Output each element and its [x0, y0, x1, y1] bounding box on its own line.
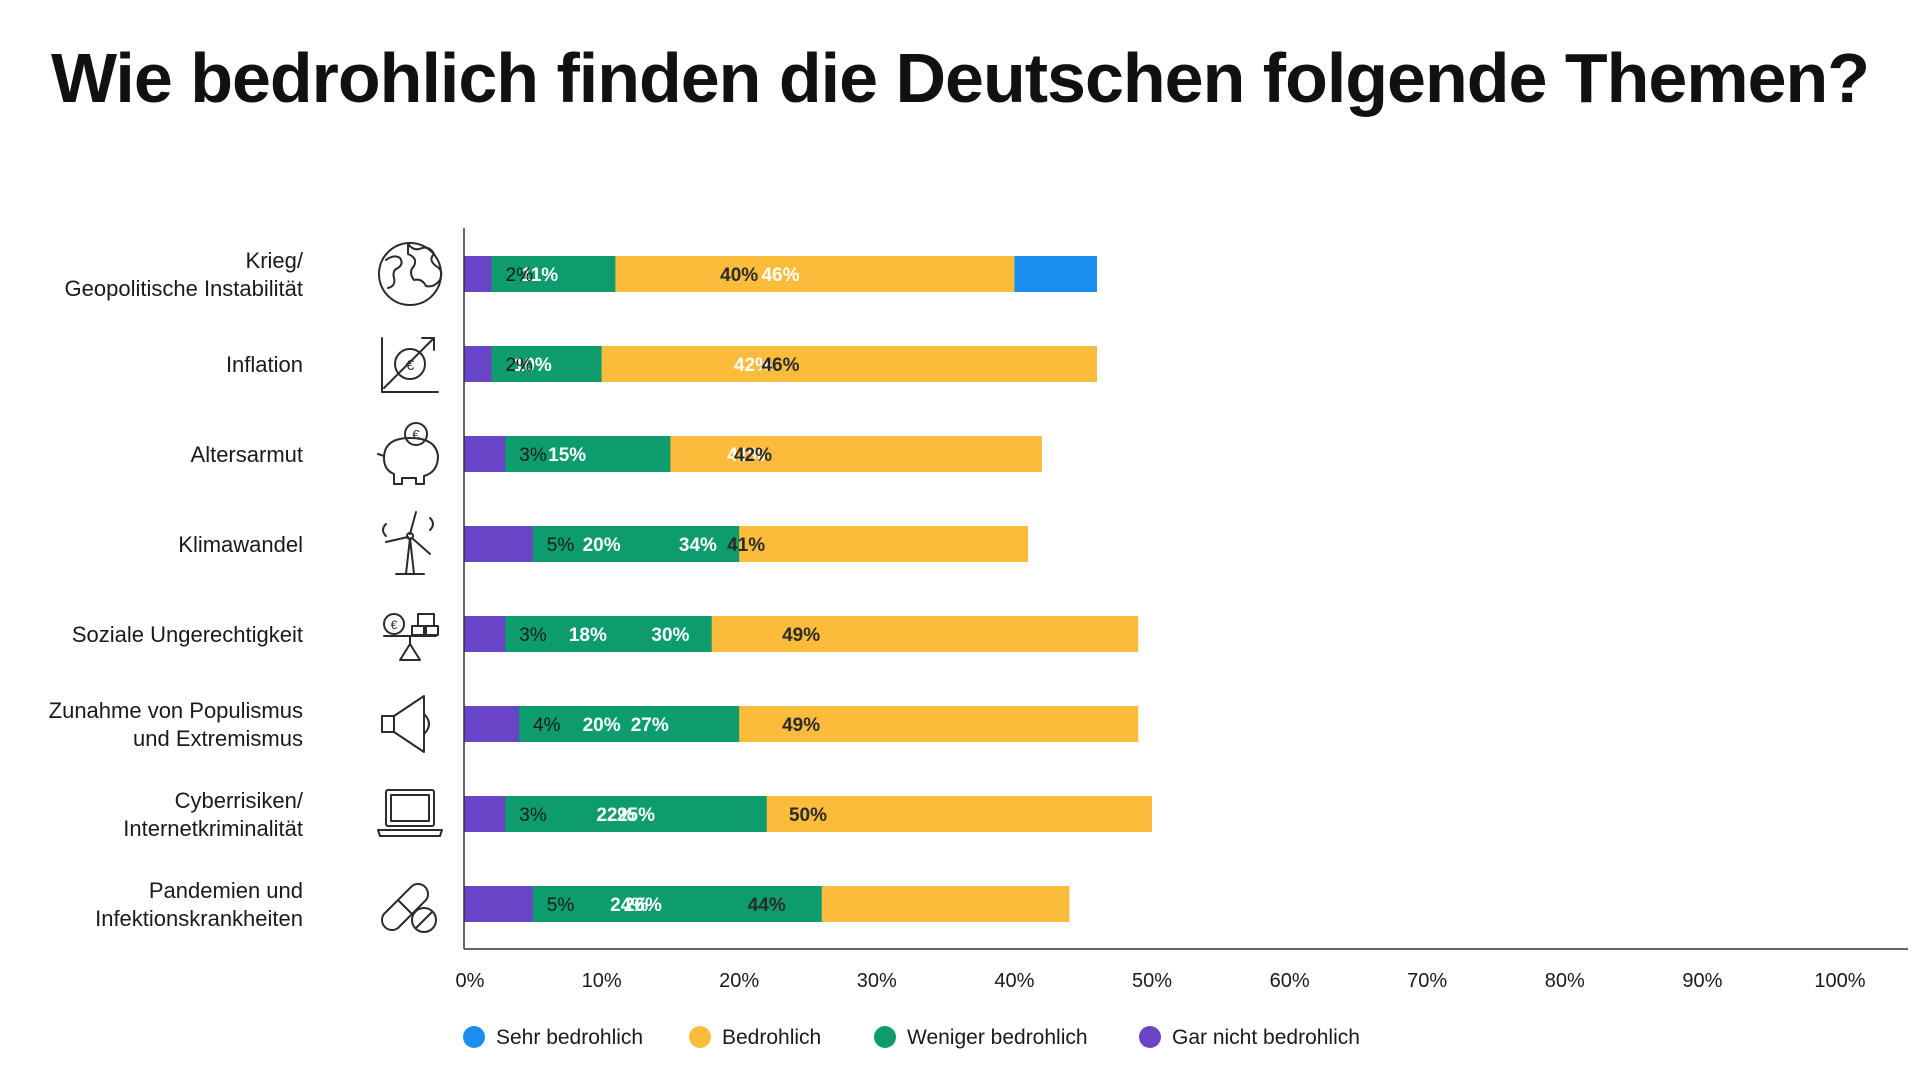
- value-label-gar-nicht-bedrohlich: 5%: [547, 535, 575, 556]
- value-label-weniger-bedrohlich: 20%: [583, 535, 621, 556]
- legend-swatch-gar-nicht-bedrohlich: [1139, 1026, 1161, 1048]
- value-label-weniger-bedrohlich: 11%: [521, 265, 558, 286]
- laptop-icon: [377, 789, 443, 837]
- value-label-gar-nicht-bedrohlich: 4%: [533, 715, 561, 736]
- category-labels: Krieg/Geopolitische Instabilität Inflatio…: [49, 248, 304, 931]
- x-tick-label: 40%: [994, 970, 1034, 992]
- axes: [463, 228, 1908, 950]
- megaphone-icon: [381, 695, 430, 753]
- value-label-sehr-bedrohlich: 24%: [610, 895, 648, 916]
- x-tick-labels: 0% 10% 20% 30% 40% 50% 60% 70% 80% 90% 100%: [456, 970, 1866, 992]
- legend-label-sehr-bedrohlich: Sehr bedrohlich: [496, 1026, 643, 1049]
- bar-segment-gar-nicht-bedrohlich: [464, 796, 506, 832]
- category-label: Geopolitische Instabilität: [65, 276, 303, 301]
- category-label: Cyberrisiken/: [175, 788, 304, 813]
- svg-text:€: €: [406, 357, 415, 374]
- wind-turbine-icon: [382, 511, 434, 575]
- x-tick-label: 10%: [582, 970, 622, 992]
- legend-label-weniger-bedrohlich: Weniger bedrohlich: [907, 1026, 1088, 1049]
- value-label-sehr-bedrohlich: 34%: [679, 535, 717, 556]
- legend-swatch-weniger-bedrohlich: [874, 1026, 896, 1048]
- category-icons: € € €: [377, 242, 443, 933]
- category-label: Soziale Ungerechtigkeit: [72, 622, 303, 647]
- category-label: Krieg/: [246, 248, 304, 273]
- x-tick-label: 50%: [1132, 970, 1172, 992]
- bar-segment-gar-nicht-bedrohlich: [464, 706, 520, 742]
- value-label-gar-nicht-bedrohlich: 2%: [506, 265, 534, 286]
- euro-growth-icon: €: [381, 337, 439, 393]
- x-tick-label: 30%: [857, 970, 897, 992]
- x-tick-label: 0%: [456, 970, 485, 992]
- balance-scale-icon: €: [383, 613, 439, 661]
- x-tick-label: 60%: [1270, 970, 1310, 992]
- category-label: Zunahme von Populismus: [49, 698, 303, 723]
- x-tick-label: 70%: [1407, 970, 1447, 992]
- category-label: und Extremismus: [133, 726, 303, 751]
- legend-label-gar-nicht-bedrohlich: Gar nicht bedrohlich: [1172, 1026, 1360, 1049]
- value-label-gar-nicht-bedrohlich: 5%: [547, 895, 575, 916]
- category-label: Altersarmut: [191, 442, 303, 467]
- value-label-bedrohlich: 42%: [734, 445, 772, 466]
- category-label: Inflation: [226, 352, 303, 377]
- bar-segment-gar-nicht-bedrohlich: [464, 346, 492, 382]
- bar-segment-gar-nicht-bedrohlich: [464, 256, 492, 292]
- value-label-sehr-bedrohlich: 25%: [617, 805, 655, 826]
- value-label-weniger-bedrohlich: 18%: [569, 625, 607, 646]
- value-label-bedrohlich: 40%: [720, 265, 758, 286]
- legend-label-bedrohlich: Bedrohlich: [722, 1026, 821, 1049]
- value-label-bedrohlich: 44%: [748, 895, 786, 916]
- bar-segments: [464, 256, 1152, 922]
- category-label: Pandemien und: [149, 878, 303, 903]
- value-label-weniger-bedrohlich: 26%: [624, 895, 662, 916]
- value-label-weniger-bedrohlich: 15%: [548, 445, 586, 466]
- bar-segment-weniger-bedrohlich: [464, 796, 767, 832]
- x-tick-label: 100%: [1814, 970, 1865, 992]
- legend-swatch-sehr-bedrohlich: [463, 1026, 485, 1048]
- globe-icon: [378, 242, 443, 306]
- value-label-weniger-bedrohlich: 20%: [583, 715, 621, 736]
- bar-segment-gar-nicht-bedrohlich: [464, 436, 506, 472]
- value-label-sehr-bedrohlich: 42%: [734, 355, 772, 376]
- category-label: Internetkriminalität: [123, 816, 303, 841]
- legend: Sehr bedrohlich Bedrohlich Weniger bedrohl…: [463, 1026, 1360, 1049]
- x-tick-label: 20%: [719, 970, 759, 992]
- value-label-gar-nicht-bedrohlich: 3%: [519, 625, 547, 646]
- segment-value-labels: 46%40%11%2%42%46%10%2%41%42%15%3%34% 41%2…: [506, 265, 828, 916]
- value-label-sehr-bedrohlich: 41%: [727, 445, 765, 466]
- x-tick-label: 90%: [1682, 970, 1722, 992]
- value-label-bedrohlich: 50%: [789, 805, 827, 826]
- x-tick-label: 80%: [1545, 970, 1585, 992]
- piggy-bank-icon: €: [377, 422, 439, 485]
- value-label-bedrohlich: 49%: [782, 625, 820, 646]
- pill-icon: [381, 883, 437, 933]
- value-label-gar-nicht-bedrohlich: 3%: [519, 445, 547, 466]
- value-label-bedrohlich: 49%: [782, 715, 820, 736]
- value-label-sehr-bedrohlich: 27%: [631, 715, 669, 736]
- value-label-weniger-bedrohlich: 22%: [596, 805, 634, 826]
- bar-segment-gar-nicht-bedrohlich: [464, 886, 533, 922]
- value-label-bedrohlich: 41%: [727, 535, 765, 556]
- bar-segment-gar-nicht-bedrohlich: [464, 526, 533, 562]
- category-label: Infektionskrankheiten: [95, 906, 303, 931]
- legend-swatch-bedrohlich: [689, 1026, 711, 1048]
- value-label-gar-nicht-bedrohlich: 2%: [506, 355, 534, 376]
- svg-text:€: €: [391, 618, 398, 632]
- value-label-weniger-bedrohlich: 10%: [514, 355, 552, 376]
- svg-text:€: €: [412, 427, 420, 442]
- category-label: Klimawandel: [178, 532, 303, 557]
- value-label-sehr-bedrohlich: 46%: [761, 265, 799, 286]
- value-label-sehr-bedrohlich: 30%: [651, 625, 689, 646]
- value-label-bedrohlich: 46%: [761, 355, 799, 376]
- bar-segment-gar-nicht-bedrohlich: [464, 616, 506, 652]
- chart-title: Wie bedrohlich finden die Deutschen folg…: [50, 39, 1870, 117]
- value-label-gar-nicht-bedrohlich: 3%: [519, 805, 547, 826]
